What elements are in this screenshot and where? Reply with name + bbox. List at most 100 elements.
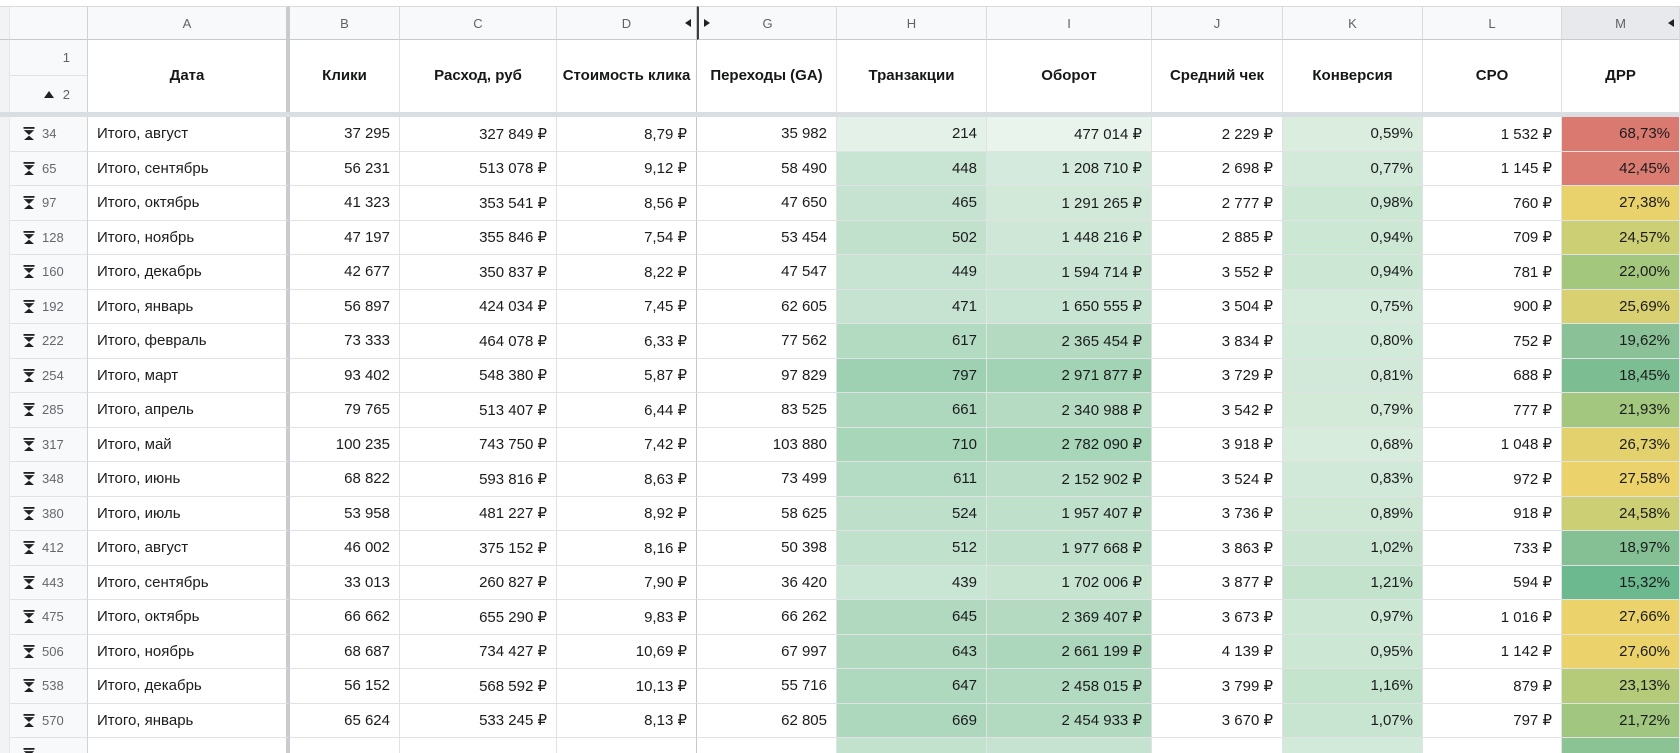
cell-J97[interactable]: 2 777 ₽ — [1152, 186, 1283, 221]
row-header-348[interactable]: 348 — [10, 462, 88, 497]
cell-B128[interactable]: 47 197 — [290, 220, 400, 255]
cell-M443[interactable]: 15,32% — [1562, 565, 1680, 600]
cell-partial-J[interactable] — [1152, 738, 1283, 753]
cell-I192[interactable]: 1 650 555 ₽ — [987, 289, 1152, 324]
cell-partial-C[interactable] — [400, 738, 557, 753]
cell-G285[interactable]: 83 525 — [697, 393, 837, 428]
cell-M34[interactable]: 68,73% — [1562, 117, 1680, 152]
row-header-538[interactable]: 538 — [10, 669, 88, 704]
cell-partial-A[interactable] — [88, 738, 290, 753]
cell-D475[interactable]: 9,83 ₽ — [557, 600, 697, 635]
cell-H97[interactable]: 465 — [837, 186, 987, 221]
cell-M254[interactable]: 18,45% — [1562, 358, 1680, 393]
cell-B192[interactable]: 56 897 — [290, 289, 400, 324]
cell-C570[interactable]: 533 245 ₽ — [400, 703, 557, 738]
cell-K254[interactable]: 0,81% — [1283, 358, 1423, 393]
cell-I348[interactable]: 2 152 902 ₽ — [987, 462, 1152, 497]
cell-J538[interactable]: 3 799 ₽ — [1152, 669, 1283, 704]
column-title-C[interactable]: Расход, руб — [400, 40, 557, 112]
select-all-corner[interactable] — [10, 6, 88, 40]
cell-I254[interactable]: 2 971 877 ₽ — [987, 358, 1152, 393]
row-header-2[interactable]: 2 — [10, 76, 88, 112]
cell-I285[interactable]: 2 340 988 ₽ — [987, 393, 1152, 428]
cell-L222[interactable]: 752 ₽ — [1423, 324, 1562, 359]
cell-J192[interactable]: 3 504 ₽ — [1152, 289, 1283, 324]
row-header-380[interactable]: 380 — [10, 496, 88, 531]
cell-G506[interactable]: 67 997 — [697, 634, 837, 669]
cell-G34[interactable]: 35 982 — [697, 117, 837, 152]
cell-M475[interactable]: 27,66% — [1562, 600, 1680, 635]
cell-C160[interactable]: 350 837 ₽ — [400, 255, 557, 290]
cell-L348[interactable]: 972 ₽ — [1423, 462, 1562, 497]
cell-G348[interactable]: 73 499 — [697, 462, 837, 497]
cell-B222[interactable]: 73 333 — [290, 324, 400, 359]
cell-M348[interactable]: 27,58% — [1562, 462, 1680, 497]
cell-D192[interactable]: 7,45 ₽ — [557, 289, 697, 324]
cell-M128[interactable]: 24,57% — [1562, 220, 1680, 255]
cell-J348[interactable]: 3 524 ₽ — [1152, 462, 1283, 497]
cell-A222[interactable]: Итого, февраль — [88, 324, 290, 359]
cell-C128[interactable]: 355 846 ₽ — [400, 220, 557, 255]
row-header-570[interactable]: 570 — [10, 703, 88, 738]
row-header-160[interactable]: 160 — [10, 255, 88, 290]
cell-L97[interactable]: 760 ₽ — [1423, 186, 1562, 221]
row-header-412[interactable]: 412 — [10, 531, 88, 566]
column-title-K[interactable]: Конверсия — [1283, 40, 1423, 112]
cell-C254[interactable]: 548 380 ₽ — [400, 358, 557, 393]
cell-D285[interactable]: 6,44 ₽ — [557, 393, 697, 428]
cell-H475[interactable]: 645 — [837, 600, 987, 635]
column-header-G[interactable]: G — [697, 6, 837, 40]
cell-M506[interactable]: 27,60% — [1562, 634, 1680, 669]
column-title-I[interactable]: Оборот — [987, 40, 1152, 112]
cell-B538[interactable]: 56 152 — [290, 669, 400, 704]
cell-M538[interactable]: 23,13% — [1562, 669, 1680, 704]
row-header-128[interactable]: 128 — [10, 220, 88, 255]
cell-J506[interactable]: 4 139 ₽ — [1152, 634, 1283, 669]
cell-I538[interactable]: 2 458 015 ₽ — [987, 669, 1152, 704]
cell-L443[interactable]: 594 ₽ — [1423, 565, 1562, 600]
cell-G475[interactable]: 66 262 — [697, 600, 837, 635]
cell-A475[interactable]: Итого, октябрь — [88, 600, 290, 635]
cell-B65[interactable]: 56 231 — [290, 151, 400, 186]
cell-L128[interactable]: 709 ₽ — [1423, 220, 1562, 255]
hidden-columns-right-icon[interactable] — [704, 19, 710, 27]
cell-M285[interactable]: 21,93% — [1562, 393, 1680, 428]
row-header-192[interactable]: 192 — [10, 289, 88, 324]
column-title-B[interactable]: Клики — [290, 40, 400, 112]
cell-A160[interactable]: Итого, декабрь — [88, 255, 290, 290]
cell-G412[interactable]: 50 398 — [697, 531, 837, 566]
cell-H254[interactable]: 797 — [837, 358, 987, 393]
cell-C412[interactable]: 375 152 ₽ — [400, 531, 557, 566]
row-header-97[interactable]: 97 — [10, 186, 88, 221]
cell-L506[interactable]: 1 142 ₽ — [1423, 634, 1562, 669]
cell-H65[interactable]: 448 — [837, 151, 987, 186]
cell-G192[interactable]: 62 605 — [697, 289, 837, 324]
cell-partial-K[interactable] — [1283, 738, 1423, 753]
cell-A538[interactable]: Итого, декабрь — [88, 669, 290, 704]
cell-K192[interactable]: 0,75% — [1283, 289, 1423, 324]
cell-H285[interactable]: 661 — [837, 393, 987, 428]
cell-C222[interactable]: 464 078 ₽ — [400, 324, 557, 359]
row-header-443[interactable]: 443 — [10, 565, 88, 600]
column-title-A[interactable]: Дата — [88, 40, 290, 112]
cell-H34[interactable]: 214 — [837, 117, 987, 152]
cell-J222[interactable]: 3 834 ₽ — [1152, 324, 1283, 359]
hidden-columns-left-icon[interactable] — [685, 19, 691, 27]
hidden-columns-left-icon[interactable] — [1668, 19, 1674, 27]
column-header-C[interactable]: C — [400, 6, 557, 40]
cell-L380[interactable]: 918 ₽ — [1423, 496, 1562, 531]
cell-J412[interactable]: 3 863 ₽ — [1152, 531, 1283, 566]
cell-A380[interactable]: Итого, июль — [88, 496, 290, 531]
group-collapse-up-icon[interactable] — [43, 90, 54, 98]
cell-partial-G[interactable] — [697, 738, 837, 753]
cell-partial-M[interactable] — [1562, 738, 1680, 753]
cell-H506[interactable]: 643 — [837, 634, 987, 669]
cell-J443[interactable]: 3 877 ₽ — [1152, 565, 1283, 600]
cell-A97[interactable]: Итого, октябрь — [88, 186, 290, 221]
cell-L538[interactable]: 879 ₽ — [1423, 669, 1562, 704]
cell-partial-B[interactable] — [290, 738, 400, 753]
cell-K443[interactable]: 1,21% — [1283, 565, 1423, 600]
cell-D160[interactable]: 8,22 ₽ — [557, 255, 697, 290]
cell-D506[interactable]: 10,69 ₽ — [557, 634, 697, 669]
cell-M97[interactable]: 27,38% — [1562, 186, 1680, 221]
